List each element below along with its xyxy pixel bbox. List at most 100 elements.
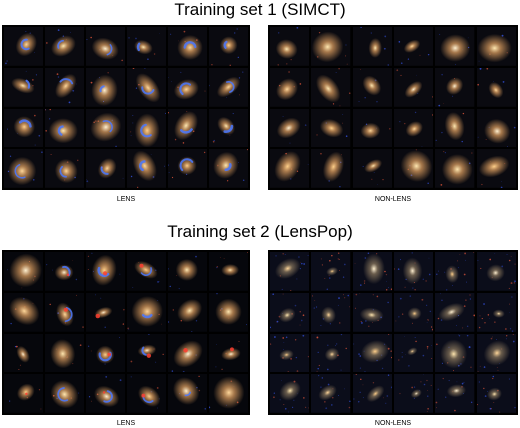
galaxy-cutout [86,333,125,373]
galaxy-cutout [394,149,434,188]
galaxy-cutout [394,333,434,373]
galaxy-cutout [209,333,248,373]
galaxy-cutout [4,67,43,107]
caption-set1-lens: LENS [116,196,136,203]
galaxy-cutout [352,108,392,148]
galaxy-cutout [127,27,166,66]
galaxy-cutout [270,108,310,148]
galaxy-cutout [86,67,125,107]
galaxy-cutout [435,67,475,107]
galaxy-cutout [352,67,392,107]
galaxy-cutout [394,27,434,66]
galaxy-cutout [394,67,434,107]
galaxy-cutout [4,108,43,148]
galaxy-cutout [209,108,248,148]
galaxy-cutout [352,149,392,188]
galaxy-cutout [209,27,248,66]
caption-set2-lens: LENS [116,420,136,427]
galaxy-cutout [86,108,125,148]
galaxy-cutout [476,108,516,148]
caption-set1-nonlens: NON-LENS [374,196,412,203]
galaxy-cutout [168,149,207,188]
galaxy-cutout [168,108,207,148]
galaxy-cutout [394,108,434,148]
galaxy-cutout [127,374,166,413]
galaxy-cutout [168,252,207,291]
galaxy-cutout [4,333,43,373]
galaxy-cutout [311,27,351,66]
grid-set1-nonlens [268,25,518,190]
galaxy-cutout [394,252,434,291]
galaxy-cutout [4,374,43,413]
galaxy-cutout [127,67,166,107]
galaxy-cutout [45,149,84,188]
galaxy-cutout [435,108,475,148]
galaxy-cutout [86,252,125,291]
grid-set2-lens [2,250,250,415]
galaxy-cutout [311,333,351,373]
galaxy-cutout [311,252,351,291]
galaxy-cutout [311,374,351,413]
grid-set1-lens [2,25,250,190]
galaxy-cutout [168,27,207,66]
galaxy-cutout [311,67,351,107]
galaxy-cutout [476,149,516,188]
galaxy-cutout [168,374,207,413]
galaxy-cutout [45,27,84,66]
galaxy-cutout [476,252,516,291]
galaxy-cutout [476,292,516,332]
galaxy-cutout [270,27,310,66]
galaxy-cutout [352,27,392,66]
galaxy-cutout [86,149,125,188]
galaxy-cutout [476,374,516,413]
galaxy-cutout [270,292,310,332]
galaxy-cutout [127,108,166,148]
grid-set2-nonlens [268,250,518,415]
galaxy-cutout [311,108,351,148]
caption-set2-nonlens: NON-LENS [374,420,412,427]
galaxy-cutout [209,374,248,413]
galaxy-cutout [435,292,475,332]
galaxy-cutout [209,67,248,107]
galaxy-cutout [45,108,84,148]
galaxy-cutout [352,374,392,413]
galaxy-cutout [270,333,310,373]
galaxy-cutout [270,374,310,413]
galaxy-cutout [127,292,166,332]
galaxy-cutout [435,374,475,413]
galaxy-cutout [209,149,248,188]
galaxy-cutout [209,292,248,332]
galaxy-cutout [127,333,166,373]
galaxy-cutout [311,292,351,332]
galaxy-cutout [435,149,475,188]
galaxy-cutout [352,333,392,373]
galaxy-cutout [476,27,516,66]
galaxy-cutout [352,252,392,291]
galaxy-cutout [86,27,125,66]
galaxy-cutout [352,292,392,332]
galaxy-cutout [168,292,207,332]
galaxy-cutout [45,333,84,373]
galaxy-cutout [270,252,310,291]
title-set1: Training set 1 (SIMCT) [174,0,346,19]
galaxy-cutout [86,292,125,332]
galaxy-cutout [45,252,84,291]
galaxy-cutout [4,27,43,66]
galaxy-cutout [270,67,310,107]
galaxy-cutout [435,252,475,291]
galaxy-cutout [4,252,43,291]
galaxy-cutout [394,292,434,332]
galaxy-cutout [476,67,516,107]
galaxy-cutout [435,333,475,373]
galaxy-cutout [4,149,43,188]
galaxy-cutout [127,149,166,188]
galaxy-cutout [127,252,166,291]
galaxy-cutout [394,374,434,413]
galaxy-cutout [45,67,84,107]
galaxy-cutout [86,374,125,413]
galaxy-cutout [45,292,84,332]
galaxy-cutout [45,374,84,413]
galaxy-cutout [311,149,351,188]
galaxy-cutout [435,27,475,66]
galaxy-cutout [4,292,43,332]
